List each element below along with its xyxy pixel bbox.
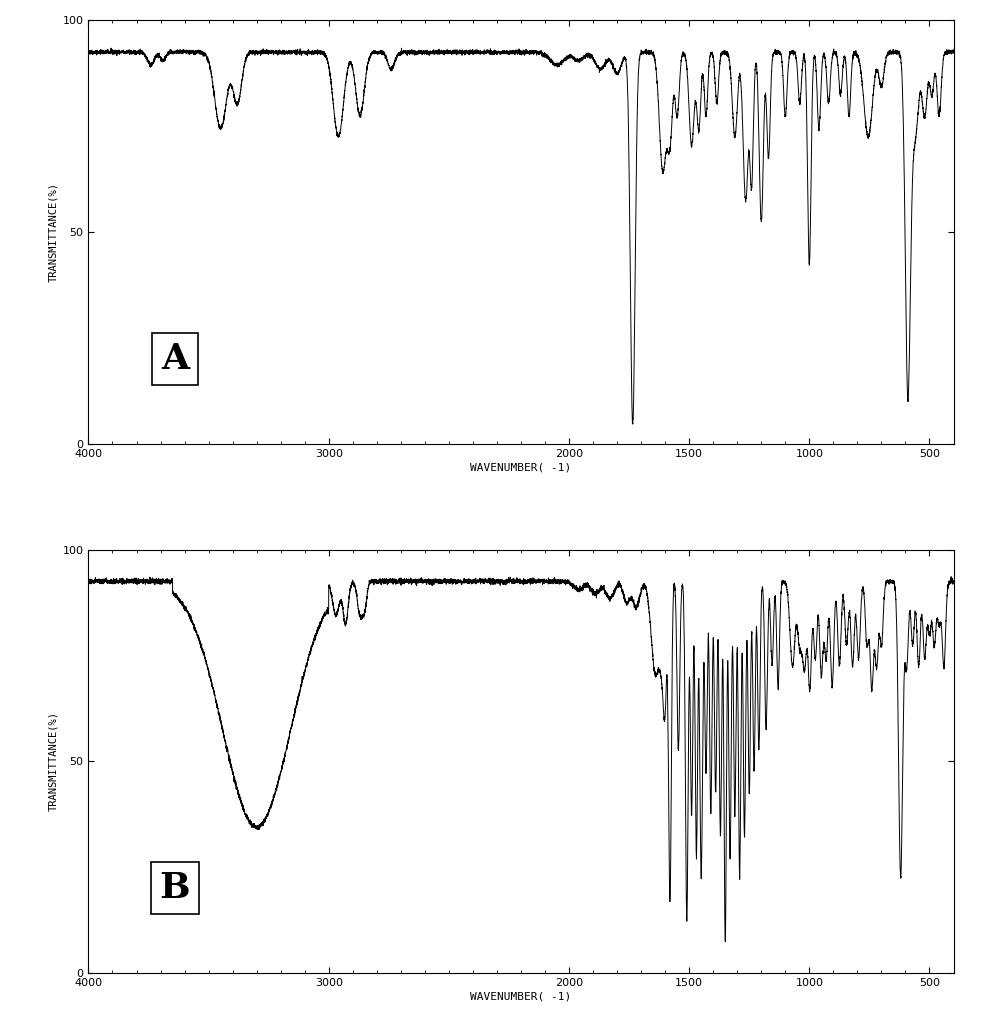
- Text: B: B: [159, 871, 191, 905]
- Y-axis label: TRANSMITTANCE(%): TRANSMITTANCE(%): [48, 182, 58, 282]
- X-axis label: WAVENUMBER( -1): WAVENUMBER( -1): [470, 463, 572, 473]
- Y-axis label: TRANSMITTANCE(%): TRANSMITTANCE(%): [48, 712, 58, 811]
- X-axis label: WAVENUMBER( -1): WAVENUMBER( -1): [470, 992, 572, 1001]
- Text: A: A: [161, 342, 189, 376]
